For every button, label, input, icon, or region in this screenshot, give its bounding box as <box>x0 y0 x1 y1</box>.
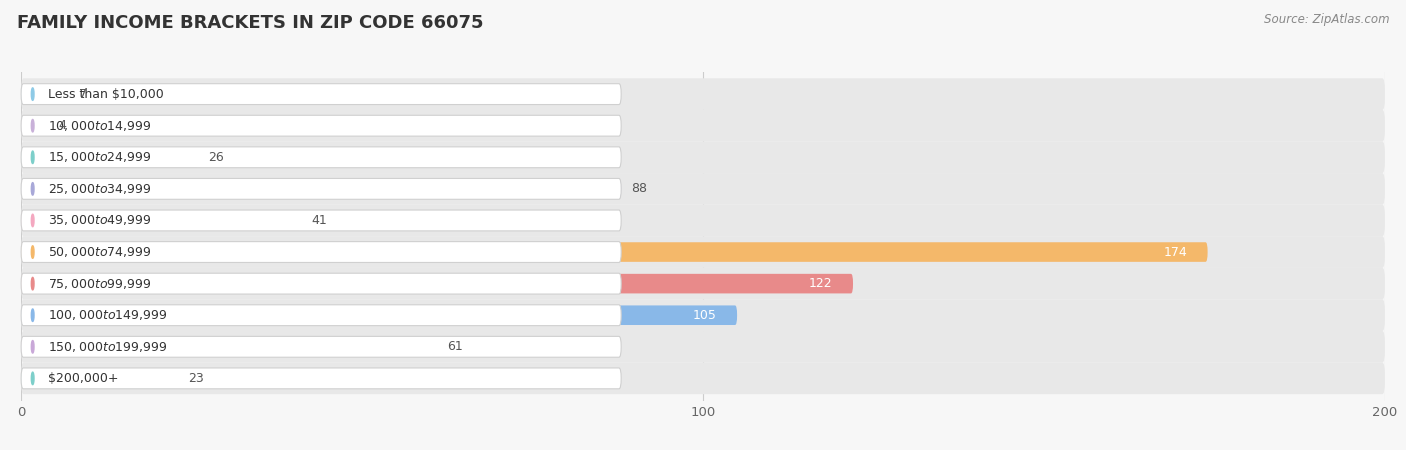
FancyBboxPatch shape <box>21 274 853 293</box>
Text: $200,000+: $200,000+ <box>48 372 118 385</box>
FancyBboxPatch shape <box>21 78 1385 110</box>
Text: 88: 88 <box>631 182 647 195</box>
FancyBboxPatch shape <box>21 273 621 294</box>
FancyBboxPatch shape <box>21 369 179 388</box>
Circle shape <box>31 277 34 290</box>
Circle shape <box>31 246 34 258</box>
Text: 23: 23 <box>188 372 204 385</box>
FancyBboxPatch shape <box>21 115 621 136</box>
FancyBboxPatch shape <box>21 110 1385 141</box>
FancyBboxPatch shape <box>21 242 1208 262</box>
Circle shape <box>31 372 34 385</box>
Text: 4: 4 <box>59 119 66 132</box>
Text: $15,000 to $24,999: $15,000 to $24,999 <box>48 150 152 164</box>
FancyBboxPatch shape <box>21 305 621 326</box>
Text: 7: 7 <box>79 88 87 101</box>
Text: 174: 174 <box>1163 246 1187 259</box>
FancyBboxPatch shape <box>21 148 198 167</box>
FancyBboxPatch shape <box>21 211 301 230</box>
FancyBboxPatch shape <box>21 299 1385 331</box>
Text: 26: 26 <box>208 151 225 164</box>
FancyBboxPatch shape <box>21 236 1385 268</box>
FancyBboxPatch shape <box>21 173 1385 205</box>
Text: Source: ZipAtlas.com: Source: ZipAtlas.com <box>1264 14 1389 27</box>
FancyBboxPatch shape <box>21 147 621 168</box>
Text: $35,000 to $49,999: $35,000 to $49,999 <box>48 213 152 227</box>
Text: 61: 61 <box>447 340 463 353</box>
FancyBboxPatch shape <box>21 210 621 231</box>
FancyBboxPatch shape <box>21 337 437 356</box>
FancyBboxPatch shape <box>21 205 1385 236</box>
Circle shape <box>31 151 34 163</box>
Circle shape <box>31 88 34 100</box>
FancyBboxPatch shape <box>21 242 621 262</box>
FancyBboxPatch shape <box>21 116 48 135</box>
FancyBboxPatch shape <box>21 363 1385 394</box>
FancyBboxPatch shape <box>21 306 737 325</box>
FancyBboxPatch shape <box>21 368 621 389</box>
Text: $10,000 to $14,999: $10,000 to $14,999 <box>48 119 152 133</box>
Text: 122: 122 <box>808 277 832 290</box>
Circle shape <box>31 309 34 321</box>
Text: 41: 41 <box>311 214 326 227</box>
Text: $150,000 to $199,999: $150,000 to $199,999 <box>48 340 167 354</box>
FancyBboxPatch shape <box>21 331 1385 363</box>
Text: FAMILY INCOME BRACKETS IN ZIP CODE 66075: FAMILY INCOME BRACKETS IN ZIP CODE 66075 <box>17 14 484 32</box>
Text: $50,000 to $74,999: $50,000 to $74,999 <box>48 245 152 259</box>
Text: Less than $10,000: Less than $10,000 <box>48 88 163 101</box>
FancyBboxPatch shape <box>21 84 69 104</box>
FancyBboxPatch shape <box>21 268 1385 299</box>
Circle shape <box>31 341 34 353</box>
FancyBboxPatch shape <box>21 179 621 198</box>
Text: $75,000 to $99,999: $75,000 to $99,999 <box>48 277 152 291</box>
Text: $25,000 to $34,999: $25,000 to $34,999 <box>48 182 152 196</box>
FancyBboxPatch shape <box>21 179 621 199</box>
Text: 105: 105 <box>693 309 717 322</box>
Text: $100,000 to $149,999: $100,000 to $149,999 <box>48 308 167 322</box>
Circle shape <box>31 119 34 132</box>
FancyBboxPatch shape <box>21 337 621 357</box>
FancyBboxPatch shape <box>21 84 621 104</box>
Circle shape <box>31 214 34 227</box>
Circle shape <box>31 183 34 195</box>
FancyBboxPatch shape <box>21 141 1385 173</box>
